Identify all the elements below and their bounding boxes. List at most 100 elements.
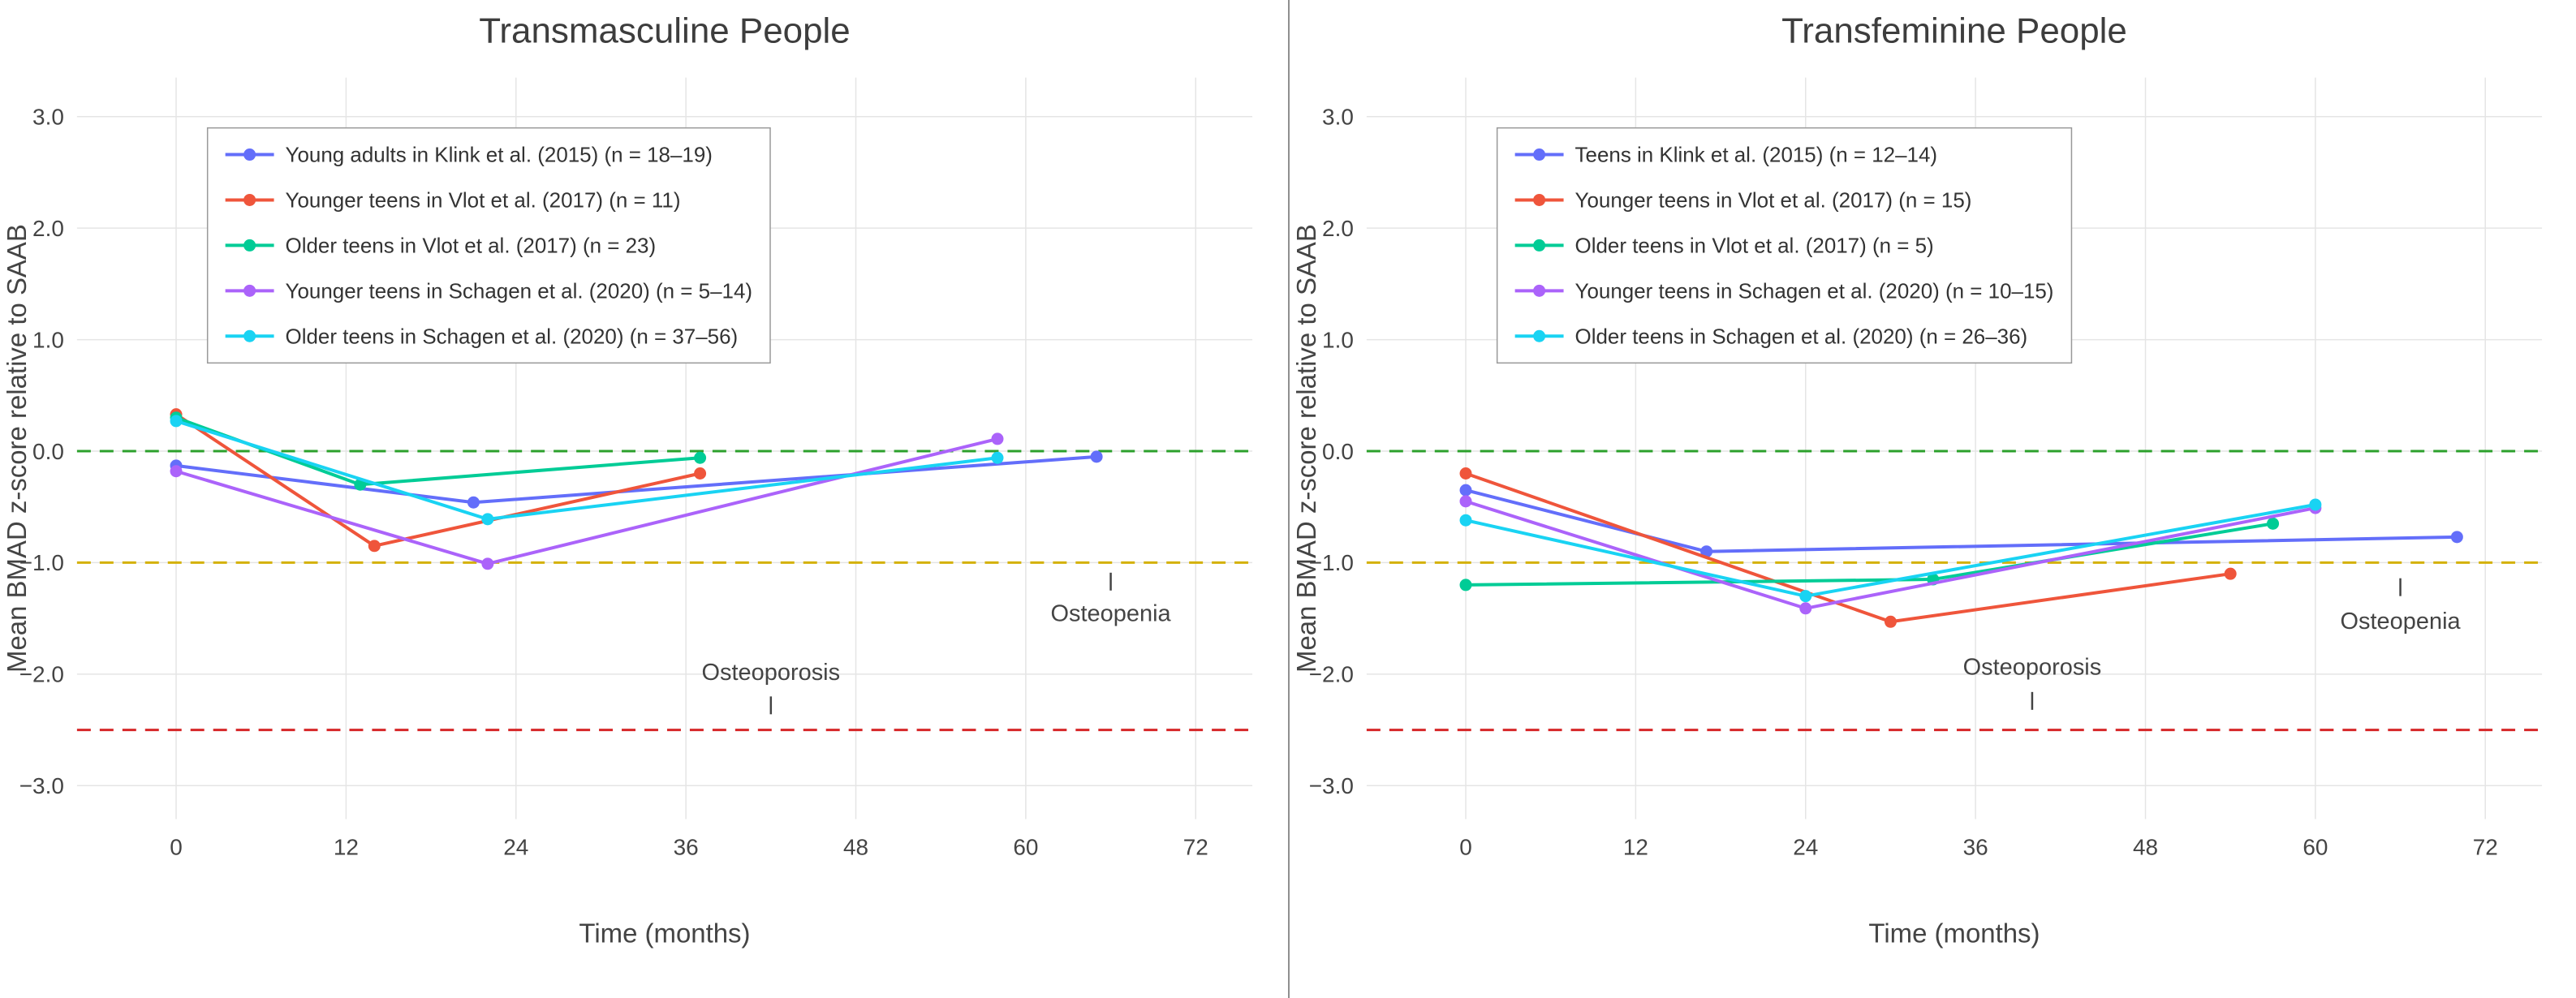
legend-entry-schagen-2020-younger-teens[interactable]: Younger teens in Schagen et al. (2020) (… <box>1514 278 2054 303</box>
legend-box <box>1496 127 2073 364</box>
x-axis-title: Time (months) <box>1868 918 2040 948</box>
series-schagen-2020-younger-teens <box>170 432 1004 570</box>
y-tick-label: 2.0 <box>32 216 64 241</box>
y-tick-label: 3.0 <box>1322 105 1354 130</box>
legend-marker <box>1533 239 1546 252</box>
y-tick-label: −2.0 <box>1309 662 1354 687</box>
data-point <box>1799 590 1812 603</box>
osteopenia-label: Osteopenia <box>1051 600 1172 626</box>
data-point <box>2224 567 2237 580</box>
transmasculine-chart-panel: 0 12 24 36 48 60 72 3.0 2.0 1.0 0.0 −1.0 −2.0 −3.0 Tra… <box>1 11 1253 949</box>
legend-label: Younger teens in Schagen et al. (2020) (… <box>1575 278 2054 303</box>
legend-marker <box>243 239 256 252</box>
legend-label: Older teens in Vlot et al. (2017) (n = 5… <box>1575 233 1934 257</box>
y-tick-label: −1.0 <box>1309 550 1354 575</box>
y-axis-title: Mean BMAD z-score relative to SAAB <box>1291 224 1321 673</box>
osteoporosis-label: Osteoporosis <box>702 660 841 686</box>
data-point <box>2267 517 2280 530</box>
data-point <box>991 451 1004 464</box>
data-point <box>1459 495 1472 508</box>
series-vlot-2017-younger-teens <box>1459 467 2237 628</box>
series-line <box>1464 488 2459 553</box>
y-tick-label: 0.0 <box>1322 439 1354 464</box>
legend-entry-schagen-2020-older-teens[interactable]: Older teens in Schagen et al. (2020) (n … <box>225 324 739 348</box>
series-schagen-2020-younger-teens <box>1459 495 2322 615</box>
data-point <box>170 465 183 478</box>
legend-entry-schagen-2020-younger-teens[interactable]: Younger teens in Schagen et al. (2020) (… <box>225 278 752 303</box>
legend-box <box>206 127 771 364</box>
x-tick-label: 24 <box>1793 834 1818 859</box>
series-vlot-2017-older-teens <box>1459 517 2280 591</box>
osteopenia-label: Osteopenia <box>2341 609 2462 635</box>
y-axis-title: Mean BMAD z-score relative to SAAB <box>2 224 32 673</box>
x-tick-label: 72 <box>2473 834 2498 859</box>
legend-label: Older teens in Vlot et al. (2017) (n = 2… <box>286 233 657 257</box>
legend-entry-klink-2015-teens[interactable]: Teens in Klink et al. (2015) (n = 12–14) <box>1514 143 1938 167</box>
legend-marker <box>243 148 256 161</box>
data-point <box>368 540 381 553</box>
legend-entry-vlot-2017-older-teens[interactable]: Older teens in Vlot et al. (2017) (n = 2… <box>225 233 657 257</box>
series-line <box>174 412 702 548</box>
data-point <box>694 451 707 464</box>
data-point <box>1799 602 1812 615</box>
data-point <box>2309 498 2322 511</box>
x-tick-label: 0 <box>170 834 183 859</box>
y-tick-label: −3.0 <box>1309 773 1354 798</box>
data-point <box>1090 450 1103 463</box>
legend-entry-vlot-2017-younger-teens[interactable]: Younger teens in Vlot et al. (2017) (n =… <box>1514 188 1972 213</box>
transmasculine-chart: 0 12 24 36 48 60 72 3.0 2.0 1.0 0.0 −1.0 −2.0 −3.0 Tra… <box>2 11 1253 948</box>
legend: Young adults in Klink et al. (2015) (n =… <box>206 127 771 364</box>
y-tick-label: 2.0 <box>1322 216 1354 241</box>
data-point <box>991 432 1004 445</box>
y-tick-label: −1.0 <box>19 550 64 575</box>
x-tick-label: 0 <box>1459 834 1472 859</box>
x-tick-label: 48 <box>843 834 868 859</box>
x-tick-label: 48 <box>2133 834 2158 859</box>
legend-label: Younger teens in Vlot et al. (2017) (n =… <box>1575 188 1972 213</box>
legend-label: Teens in Klink et al. (2015) (n = 12–14) <box>1575 143 1938 167</box>
legend-label: Young adults in Klink et al. (2015) (n =… <box>286 143 713 167</box>
series-schagen-2020-older-teens <box>1459 498 2322 603</box>
legend-entry-vlot-2017-older-teens[interactable]: Older teens in Vlot et al. (2017) (n = 5… <box>1514 233 1934 257</box>
series-line <box>174 437 999 566</box>
chart-title: Transfeminine People <box>1781 11 2127 51</box>
data-point <box>1459 484 1472 497</box>
legend-marker <box>1533 148 1546 161</box>
legend-label: Younger teens in Schagen et al. (2020) (… <box>286 278 752 303</box>
legend-entry-schagen-2020-older-teens[interactable]: Older teens in Schagen et al. (2020) (n … <box>1514 324 2028 348</box>
data-point <box>467 496 480 509</box>
data-point <box>1884 615 1897 628</box>
legend-marker <box>1533 193 1546 206</box>
data-point <box>1459 514 1472 527</box>
x-tick-label: 36 <box>674 834 699 859</box>
legend-entry-klink-2015-young-adults[interactable]: Young adults in Klink et al. (2015) (n =… <box>225 143 713 167</box>
x-tick-label: 12 <box>1623 834 1648 859</box>
x-tick-label: 36 <box>1963 834 1988 859</box>
legend-marker <box>243 193 256 206</box>
y-tick-label: 0.0 <box>32 439 64 464</box>
y-tick-label: −2.0 <box>19 662 64 687</box>
data-point <box>1700 545 1713 558</box>
transfeminine-chart-panel: 0 12 24 36 48 60 72 3.0 2.0 1.0 0.0 −1.0 −2.0 −3.0 Tra… <box>1288 0 2576 998</box>
data-point <box>694 467 707 480</box>
chart-title: Transmasculine People <box>479 11 851 51</box>
legend: Teens in Klink et al. (2015) (n = 12–14)… <box>1496 127 2073 364</box>
legend-marker <box>243 329 256 342</box>
x-tick-label: 24 <box>503 834 528 859</box>
data-point <box>1459 579 1472 591</box>
legend-marker <box>1533 329 1546 342</box>
legend-label: Older teens in Schagen et al. (2020) (n … <box>286 324 739 348</box>
legend-marker <box>243 284 256 297</box>
data-point <box>481 557 494 570</box>
y-tick-label: −3.0 <box>19 773 64 798</box>
y-tick-label: 1.0 <box>32 327 64 352</box>
y-tick-label: 1.0 <box>1322 327 1354 352</box>
legend-label: Older teens in Schagen et al. (2020) (n … <box>1575 324 2028 348</box>
legend-entry-vlot-2017-younger-teens[interactable]: Younger teens in Vlot et al. (2017) (n =… <box>225 188 681 213</box>
data-point <box>2450 531 2463 544</box>
x-tick-label: 60 <box>2302 834 2328 859</box>
series-schagen-2020-older-teens <box>170 415 1004 526</box>
x-tick-label: 12 <box>334 834 359 859</box>
series-klink-2015-teens <box>1459 484 2463 558</box>
